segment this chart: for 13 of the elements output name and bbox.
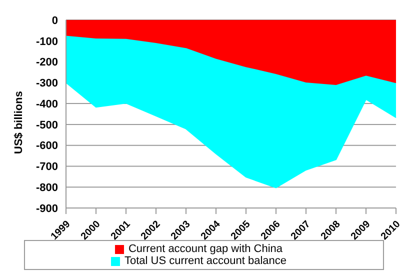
legend-label: Total US current account balance	[124, 255, 287, 267]
y-axis-title: US$ billions	[12, 91, 25, 154]
y-tick-label: -200	[36, 56, 58, 69]
y-tick-label: -600	[36, 140, 58, 152]
y-tick-label: -900	[36, 202, 58, 215]
y-tick-label: -800	[36, 182, 58, 194]
y-tick-label: -100	[36, 36, 58, 48]
y-tick-label: -500	[36, 119, 58, 132]
y-tick-label: 0	[52, 14, 58, 27]
y-tick-label: -300	[36, 78, 58, 90]
y-tick-label: -400	[36, 98, 58, 110]
legend-label: Current account gap with China	[128, 243, 283, 255]
y-tick-label: -700	[36, 161, 58, 174]
